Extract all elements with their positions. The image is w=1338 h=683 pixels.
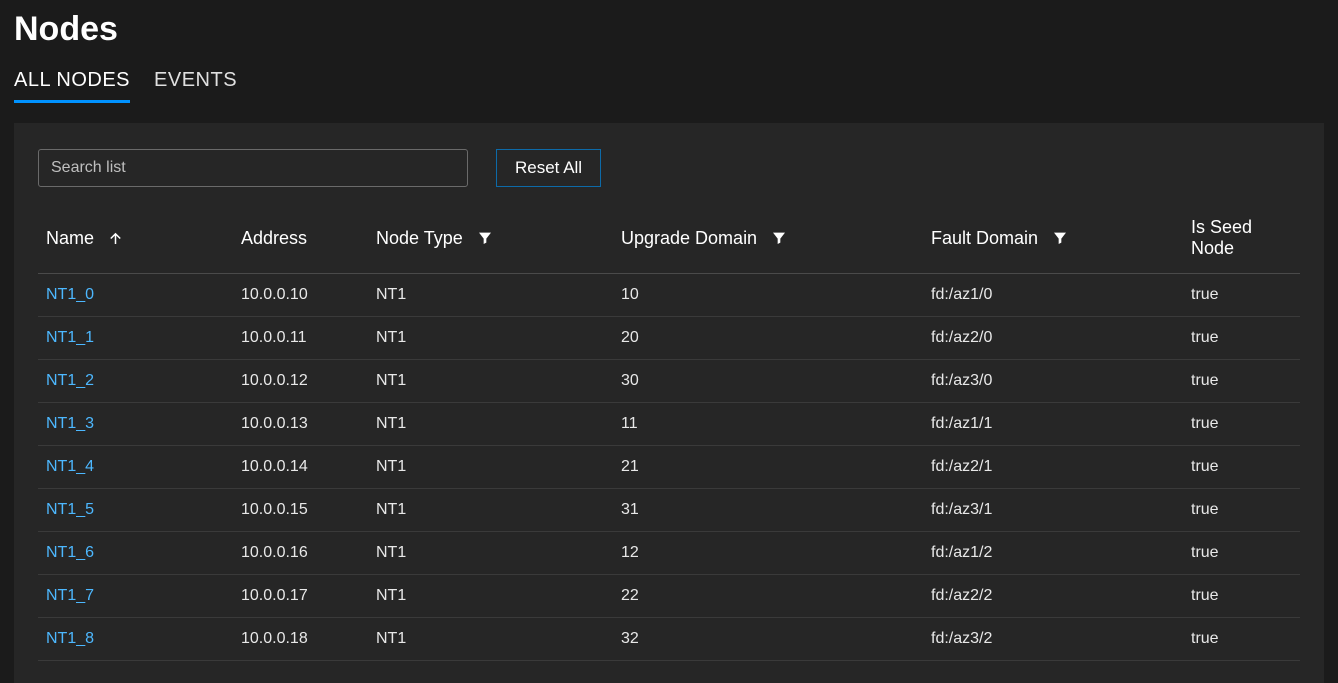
- cell-fault-domain: fd:/az3/0: [923, 360, 1183, 403]
- filter-icon[interactable]: [771, 230, 787, 246]
- node-name-link[interactable]: NT1_8: [38, 618, 233, 661]
- cell-is-seed-node: true: [1183, 532, 1300, 575]
- cell-node-type: NT1: [368, 446, 613, 489]
- node-name-link[interactable]: NT1_1: [38, 317, 233, 360]
- cell-upgrade-domain: 31: [613, 489, 923, 532]
- cell-fault-domain: fd:/az2/1: [923, 446, 1183, 489]
- cell-is-seed-node: true: [1183, 274, 1300, 317]
- cell-is-seed-node: true: [1183, 618, 1300, 661]
- node-name-link[interactable]: NT1_5: [38, 489, 233, 532]
- cell-upgrade-domain: 30: [613, 360, 923, 403]
- cell-is-seed-node: true: [1183, 575, 1300, 618]
- node-name-link[interactable]: NT1_4: [38, 446, 233, 489]
- node-name-link[interactable]: NT1_0: [38, 274, 233, 317]
- tab-all-nodes[interactable]: ALL NODES: [14, 69, 130, 103]
- table-row: NT1_110.0.0.11NT120fd:/az2/0true: [38, 317, 1300, 360]
- cell-is-seed-node: true: [1183, 403, 1300, 446]
- filter-icon[interactable]: [477, 230, 493, 246]
- cell-address: 10.0.0.10: [233, 274, 368, 317]
- table-row: NT1_710.0.0.17NT122fd:/az2/2true: [38, 575, 1300, 618]
- cell-node-type: NT1: [368, 532, 613, 575]
- cell-node-type: NT1: [368, 360, 613, 403]
- cell-address: 10.0.0.14: [233, 446, 368, 489]
- table-header-row: Name Address Node Type: [38, 207, 1300, 274]
- cell-address: 10.0.0.16: [233, 532, 368, 575]
- cell-is-seed-node: true: [1183, 489, 1300, 532]
- cell-node-type: NT1: [368, 575, 613, 618]
- cell-upgrade-domain: 21: [613, 446, 923, 489]
- node-name-link[interactable]: NT1_3: [38, 403, 233, 446]
- table-row: NT1_010.0.0.10NT110fd:/az1/0true: [38, 274, 1300, 317]
- cell-upgrade-domain: 12: [613, 532, 923, 575]
- reset-all-button[interactable]: Reset All: [496, 149, 601, 187]
- cell-node-type: NT1: [368, 403, 613, 446]
- tabs: ALL NODES EVENTS: [0, 59, 1338, 103]
- nodes-table: Name Address Node Type: [38, 207, 1300, 661]
- cell-node-type: NT1: [368, 317, 613, 360]
- col-header-fault-domain[interactable]: Fault Domain: [923, 207, 1183, 274]
- col-header-upgrade-domain[interactable]: Upgrade Domain: [613, 207, 923, 274]
- table-row: NT1_610.0.0.16NT112fd:/az1/2true: [38, 532, 1300, 575]
- page-title: Nodes: [0, 0, 1338, 59]
- cell-upgrade-domain: 10: [613, 274, 923, 317]
- col-label-upgrade-domain: Upgrade Domain: [621, 228, 757, 249]
- cell-fault-domain: fd:/az1/1: [923, 403, 1183, 446]
- col-header-is-seed-node[interactable]: Is Seed Node: [1183, 207, 1300, 274]
- cell-address: 10.0.0.17: [233, 575, 368, 618]
- cell-node-type: NT1: [368, 489, 613, 532]
- toolbar: Reset All: [38, 149, 1300, 187]
- tab-events[interactable]: EVENTS: [154, 69, 237, 103]
- cell-fault-domain: fd:/az3/2: [923, 618, 1183, 661]
- table-row: NT1_810.0.0.18NT132fd:/az3/2true: [38, 618, 1300, 661]
- cell-upgrade-domain: 22: [613, 575, 923, 618]
- col-label-name: Name: [46, 228, 94, 249]
- nodes-panel: Reset All Name Address: [14, 123, 1324, 683]
- col-label-node-type: Node Type: [376, 228, 463, 249]
- cell-upgrade-domain: 11: [613, 403, 923, 446]
- cell-fault-domain: fd:/az3/1: [923, 489, 1183, 532]
- cell-fault-domain: fd:/az1/0: [923, 274, 1183, 317]
- table-row: NT1_310.0.0.13NT111fd:/az1/1true: [38, 403, 1300, 446]
- table-row: NT1_410.0.0.14NT121fd:/az2/1true: [38, 446, 1300, 489]
- cell-node-type: NT1: [368, 274, 613, 317]
- cell-address: 10.0.0.18: [233, 618, 368, 661]
- cell-node-type: NT1: [368, 618, 613, 661]
- col-header-node-type[interactable]: Node Type: [368, 207, 613, 274]
- node-name-link[interactable]: NT1_2: [38, 360, 233, 403]
- col-header-address[interactable]: Address: [233, 207, 368, 274]
- cell-fault-domain: fd:/az2/0: [923, 317, 1183, 360]
- search-input[interactable]: [38, 149, 468, 187]
- cell-upgrade-domain: 32: [613, 618, 923, 661]
- table-row: NT1_210.0.0.12NT130fd:/az3/0true: [38, 360, 1300, 403]
- cell-is-seed-node: true: [1183, 360, 1300, 403]
- col-label-is-seed-node: Is Seed Node: [1191, 217, 1252, 258]
- node-name-link[interactable]: NT1_7: [38, 575, 233, 618]
- cell-fault-domain: fd:/az2/2: [923, 575, 1183, 618]
- cell-address: 10.0.0.12: [233, 360, 368, 403]
- cell-address: 10.0.0.13: [233, 403, 368, 446]
- cell-address: 10.0.0.11: [233, 317, 368, 360]
- filter-icon[interactable]: [1052, 230, 1068, 246]
- col-label-address: Address: [241, 228, 307, 248]
- col-header-name[interactable]: Name: [38, 207, 233, 274]
- cell-fault-domain: fd:/az1/2: [923, 532, 1183, 575]
- cell-is-seed-node: true: [1183, 317, 1300, 360]
- sort-asc-icon[interactable]: [108, 229, 126, 247]
- col-label-fault-domain: Fault Domain: [931, 228, 1038, 249]
- node-name-link[interactable]: NT1_6: [38, 532, 233, 575]
- cell-is-seed-node: true: [1183, 446, 1300, 489]
- cell-upgrade-domain: 20: [613, 317, 923, 360]
- cell-address: 10.0.0.15: [233, 489, 368, 532]
- table-row: NT1_510.0.0.15NT131fd:/az3/1true: [38, 489, 1300, 532]
